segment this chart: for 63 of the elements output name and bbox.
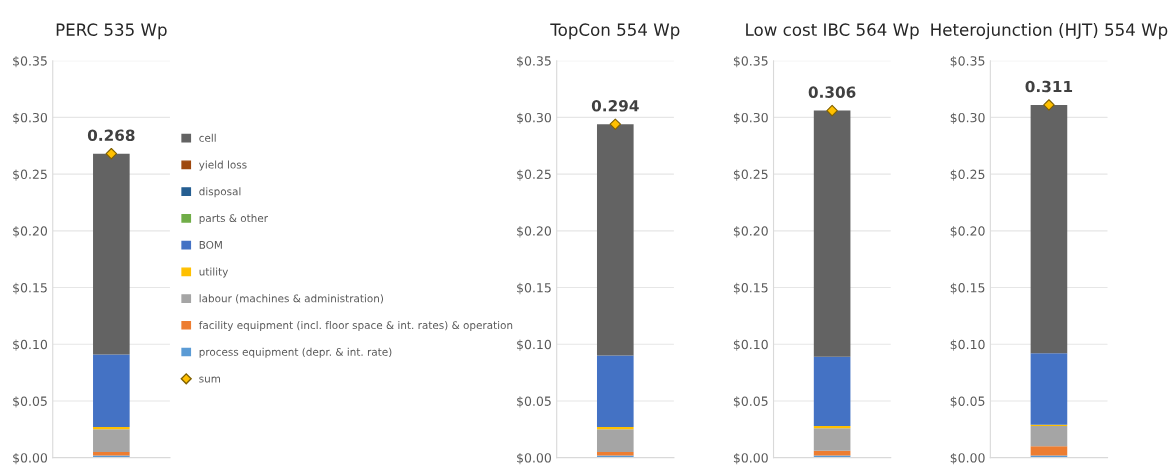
bar bbox=[813, 356, 851, 426]
bar bbox=[596, 429, 634, 452]
y-tick-label: $0.30 bbox=[517, 112, 552, 124]
legend-label: cell bbox=[199, 133, 216, 142]
y-tick-label: $0.00 bbox=[517, 452, 552, 465]
y-tick-label: $0.30 bbox=[950, 112, 985, 124]
y-tick-label: $0.10 bbox=[517, 339, 552, 351]
y-tick-label: $0.10 bbox=[950, 339, 985, 351]
y-tick-label: $0.35 bbox=[950, 55, 985, 68]
chart-title: Heterojunction (HJT) 554 Wp bbox=[931, 23, 1168, 40]
y-tick-label: $0.05 bbox=[733, 396, 768, 408]
legend-label: yield loss bbox=[199, 160, 247, 171]
bar bbox=[596, 355, 634, 428]
bar bbox=[93, 354, 130, 428]
legend-label: utility bbox=[199, 267, 229, 278]
y-tick-label: $0.20 bbox=[13, 226, 48, 238]
y-tick-label: $0.20 bbox=[517, 226, 552, 238]
legend-label: labour (machines & administration) bbox=[199, 294, 384, 304]
legend-label: disposal bbox=[199, 187, 241, 198]
legend-label: process equipment (depr. & int. rate) bbox=[199, 347, 392, 358]
y-tick-label: $0.25 bbox=[733, 169, 768, 181]
chart-title: PERC 535 Wp bbox=[56, 23, 167, 40]
data-label: 0.311 bbox=[1025, 80, 1073, 93]
chart-title: Low cost IBC 564 Wp bbox=[746, 23, 919, 40]
y-tick-label: $0.05 bbox=[517, 396, 551, 408]
y-tick-label: $0.05 bbox=[13, 396, 47, 408]
y-tick-label: $0.35 bbox=[517, 55, 551, 68]
data-label: 0.306 bbox=[808, 86, 856, 98]
data-label: 0.268 bbox=[87, 129, 135, 142]
y-tick-label: $0.15 bbox=[13, 282, 47, 295]
y-tick-label: $0.00 bbox=[733, 452, 768, 465]
bar bbox=[596, 124, 634, 356]
y-tick-label: $0.20 bbox=[733, 226, 768, 238]
legend-label: facility equipment (incl. floor space & int. rates) & operation bbox=[198, 321, 513, 332]
legend-label: sum bbox=[199, 376, 221, 383]
y-tick-label: $0.20 bbox=[950, 226, 985, 238]
y-tick-label: $0.25 bbox=[13, 169, 47, 181]
y-tick-label: $0.30 bbox=[733, 112, 768, 124]
legend-label: parts & other bbox=[199, 214, 268, 225]
y-tick-label: $0.10 bbox=[733, 339, 768, 351]
legend-label: BOM bbox=[199, 240, 222, 249]
bar bbox=[93, 153, 130, 355]
bar bbox=[1030, 353, 1068, 425]
y-tick-label: $0.15 bbox=[517, 282, 551, 295]
data-label: 0.294 bbox=[591, 99, 639, 112]
y-tick-label: $0.05 bbox=[950, 396, 985, 408]
y-tick-label: $0.10 bbox=[13, 339, 48, 351]
bar bbox=[1030, 104, 1068, 354]
y-tick-label: $0.35 bbox=[13, 55, 47, 68]
bar bbox=[813, 428, 851, 451]
y-tick-label: $0.35 bbox=[733, 55, 768, 68]
y-tick-label: $0.25 bbox=[950, 169, 985, 181]
y-tick-label: $0.15 bbox=[733, 282, 768, 295]
y-tick-label: $0.15 bbox=[950, 282, 985, 295]
bar bbox=[93, 429, 130, 452]
chart-title: TopCon 554 Wp bbox=[550, 23, 680, 40]
y-tick-label: $0.00 bbox=[13, 452, 48, 465]
y-tick-label: $0.30 bbox=[13, 112, 48, 124]
y-tick-label: $0.25 bbox=[517, 169, 551, 181]
bar bbox=[1030, 425, 1068, 447]
bar bbox=[1030, 446, 1068, 456]
y-tick-label: $0.00 bbox=[950, 452, 985, 465]
bar bbox=[813, 110, 851, 357]
